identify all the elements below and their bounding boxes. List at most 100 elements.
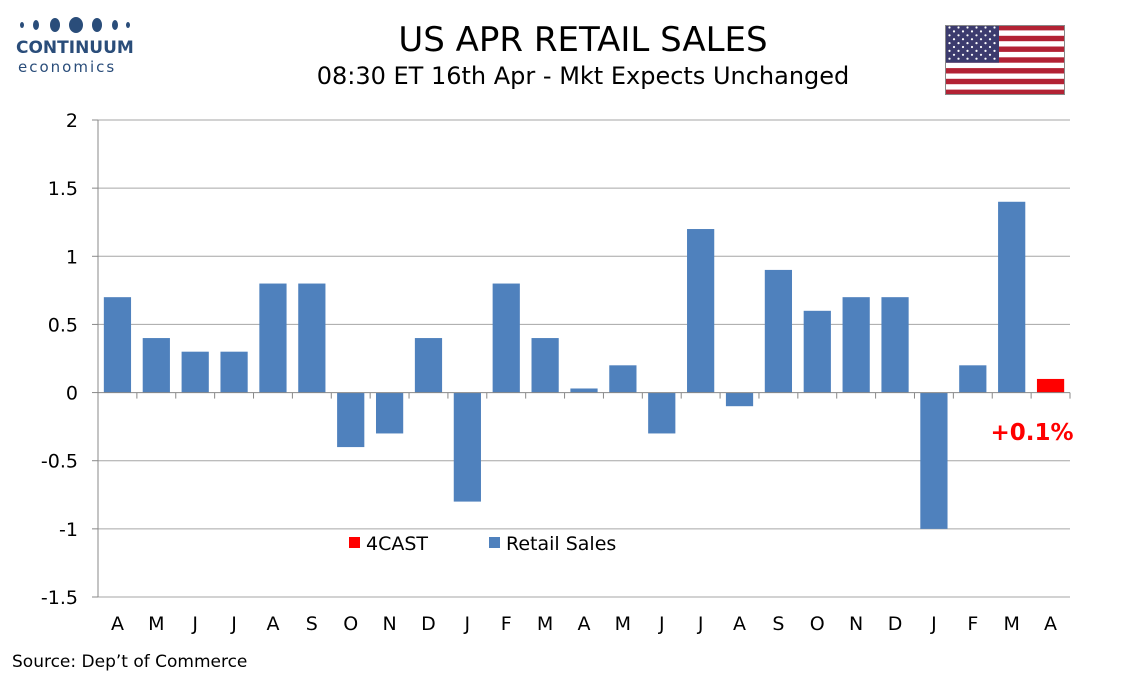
y-tick-label: 2: [66, 110, 78, 132]
logo-wordmark: CONTINUUM: [16, 38, 134, 58]
x-tick-label: J: [697, 613, 704, 635]
x-tick-label: S: [772, 613, 784, 635]
x-tick-label: M: [615, 613, 631, 635]
retail-sales-bar: [337, 392, 365, 448]
x-tick-label: J: [658, 613, 665, 635]
y-tick-label: -0.5: [41, 451, 78, 473]
axes: [97, 120, 1071, 597]
y-tick-label: 0: [66, 383, 78, 405]
flag-star: [979, 53, 983, 56]
retail-sales-bar: [492, 283, 520, 393]
flag-star: [948, 34, 951, 37]
retail-sales-bar: [842, 297, 870, 393]
retail-sales-bar: [375, 392, 404, 434]
flag-star: [961, 53, 965, 56]
retail-sales-bar: [959, 365, 987, 393]
x-tick-label: M: [1003, 613, 1019, 635]
flag-star: [979, 30, 983, 33]
y-tick-label: 1: [66, 246, 78, 268]
retail-sales-bar: [803, 310, 831, 393]
flag-star: [984, 49, 987, 52]
legend-swatch-retail-sales: [489, 537, 500, 548]
y-axis-labels: 2 1.5 1 0.5 0 -0.5 -1 -1.5: [41, 110, 78, 609]
flag-star: [957, 42, 960, 45]
flag-star: [988, 53, 992, 56]
flag-star: [948, 42, 951, 45]
x-tick-label: J: [464, 613, 471, 635]
legend-label-4cast: 4CAST: [366, 533, 428, 555]
flag-star: [948, 49, 951, 52]
legend-swatch-4cast: [349, 537, 360, 548]
x-tick-label: N: [849, 613, 863, 635]
forecast-annotation: +0.1%: [990, 420, 1073, 446]
retail-sales-bar: [725, 392, 754, 407]
flag-star: [970, 38, 974, 41]
flag-star: [988, 30, 992, 33]
x-tick-label: D: [888, 613, 903, 635]
bars: [103, 201, 1065, 529]
forecast-bar: [1036, 378, 1065, 393]
x-tick-label: A: [733, 613, 746, 635]
retail-sales-bar: [103, 297, 132, 393]
continuum-logo: CONTINUUM economics: [12, 14, 142, 76]
retail-sales-bar: [181, 351, 209, 393]
retail-sales-bar: [881, 297, 909, 393]
legend: 4CAST Retail Sales: [349, 533, 616, 555]
x-tick-label: O: [343, 613, 358, 635]
flag-star: [952, 53, 956, 56]
y-tick-label: 1.5: [48, 178, 78, 200]
x-tick-label: A: [266, 613, 279, 635]
chart-title: US APR RETAIL SALES: [398, 20, 768, 60]
x-tick-label: A: [1044, 613, 1057, 635]
retail-sales-bar: [414, 338, 443, 393]
flag-star: [961, 45, 965, 49]
x-tick-label: O: [810, 613, 825, 635]
flag-star: [975, 57, 978, 60]
retail-sales-bar: [298, 283, 326, 393]
retail-sales-bar: [764, 269, 793, 393]
x-tick-label: A: [578, 613, 591, 635]
flag-star: [984, 26, 987, 29]
flag-star: [979, 45, 983, 49]
flag-star: [970, 30, 974, 33]
y-tick-label: -1: [59, 519, 78, 541]
flag-star: [993, 34, 996, 37]
x-tick-label: J: [230, 613, 237, 635]
x-tick-label: F: [967, 613, 978, 635]
x-tick-label: D: [421, 613, 436, 635]
flag-star: [975, 26, 978, 29]
flag-star: [957, 34, 960, 37]
flag-star: [993, 49, 996, 52]
flag-star: [966, 34, 969, 37]
flag-star: [952, 30, 956, 33]
x-tick-label: A: [111, 613, 124, 635]
flag-star: [957, 57, 960, 60]
x-tick-label: J: [930, 613, 937, 635]
flag-star: [970, 45, 974, 49]
flag-star: [948, 26, 951, 29]
flag-star: [961, 30, 965, 33]
flag-star: [975, 42, 978, 45]
x-tick-label: S: [306, 613, 318, 635]
flag-star: [975, 34, 978, 37]
flag-star: [984, 42, 987, 45]
logo-subtext: economics: [18, 58, 117, 76]
chart-subtitle: 08:30 ET 16th Apr - Mkt Expects Unchange…: [316, 62, 850, 90]
retail-sales-bar: [648, 392, 676, 434]
flag-star: [966, 57, 969, 60]
flag-star: [952, 45, 956, 49]
retail-sales-bar: [687, 229, 715, 393]
flag-star: [952, 38, 956, 41]
us-flag-icon: [945, 25, 1065, 95]
flag-star: [957, 49, 960, 52]
flag-star: [993, 26, 996, 29]
flag-star: [948, 57, 951, 60]
retail-sales-bar: [531, 338, 559, 393]
flag-star: [966, 26, 969, 29]
y-tick-label: 0.5: [48, 314, 78, 336]
flag-star: [966, 49, 969, 52]
flag-star: [970, 53, 974, 56]
flag-star: [984, 57, 987, 60]
